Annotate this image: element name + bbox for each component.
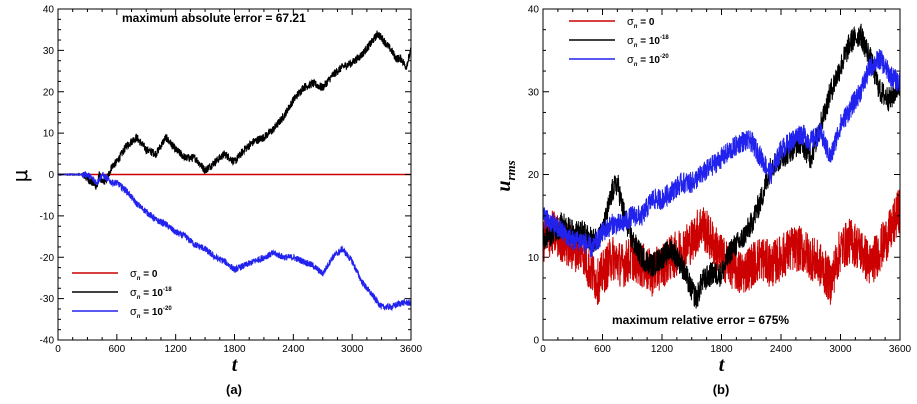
- x-tick-label: 600: [108, 344, 125, 355]
- legend-entry: σn = 0: [627, 16, 655, 30]
- legend-equals-text: = 10: [140, 307, 163, 318]
- x-tick-label: 3000: [341, 344, 364, 355]
- chart-panel-b: 0 600 1200 1800 2400 3000 3600 0 10 20 30 40 t urms ma…: [493, 5, 912, 398]
- legend-entry: σn = 10-20: [627, 54, 669, 68]
- x-tick-label: 1800: [710, 344, 733, 355]
- series-line-1: [543, 189, 900, 305]
- x-tick-label: 1200: [165, 344, 188, 355]
- y-tick-label: 40: [43, 5, 55, 16]
- series-line-2: [543, 23, 900, 309]
- y-tick-label: -40: [40, 336, 55, 347]
- legend-equals-text: = 0: [140, 269, 157, 280]
- y-tick-label: 10: [43, 129, 55, 140]
- legend-subscript: n: [137, 314, 141, 320]
- y-tick-label: 40: [528, 5, 540, 16]
- legend-entry: σn = 10-20: [130, 306, 172, 320]
- legend-equals-text: = 10: [140, 288, 163, 299]
- panel-caption: (b): [713, 382, 730, 397]
- x-axis-label: t: [719, 354, 726, 376]
- legend-superscript: -20: [163, 306, 172, 312]
- y-tick-label: -30: [40, 294, 55, 305]
- legend-sigma: σ: [627, 35, 634, 47]
- error-annotation: maximum absolute error = 67.21: [122, 11, 306, 25]
- series-line-2: [58, 30, 411, 190]
- y-axis-label: urms: [493, 160, 518, 191]
- chart-panel-a: 0 600 1200 1800 2400 3000 3600 -40 -30 -20 -10 0 10 2…: [8, 5, 423, 398]
- legend-subscript: n: [634, 43, 638, 49]
- legend-sigma: σ: [627, 16, 634, 28]
- x-tick-label: 1200: [651, 344, 674, 355]
- legend-equals-text: = 10: [637, 55, 660, 66]
- legend-sigma: σ: [130, 287, 137, 299]
- legend-sigma: σ: [130, 306, 137, 318]
- legend-sigma: σ: [627, 54, 634, 66]
- y-tick-label: 30: [43, 46, 55, 57]
- x-tick-label: 600: [594, 344, 611, 355]
- y-axis-label-main: u: [493, 181, 515, 192]
- legend-subscript: n: [137, 295, 141, 301]
- series-line-3: [58, 171, 411, 312]
- x-axis-label: t: [232, 354, 239, 376]
- x-tick-label: 3600: [889, 344, 912, 355]
- x-tick-label: 3000: [829, 344, 852, 355]
- legend-entry: σn = 10-18: [627, 35, 669, 49]
- x-tick-label: 0: [55, 344, 61, 355]
- legend-entry: σn = 0: [130, 268, 158, 282]
- y-axis-label-subscript: rms: [503, 160, 518, 180]
- panel-caption: (a): [226, 382, 242, 397]
- y-tick-label: -20: [40, 253, 55, 264]
- x-tick-label: 2400: [770, 344, 793, 355]
- y-tick-label: 0: [48, 170, 54, 181]
- y-axis-label: μ: [8, 169, 32, 182]
- series-line-3: [543, 49, 900, 258]
- y-tick-label: 0: [533, 336, 539, 347]
- x-tick-label: 1800: [223, 344, 246, 355]
- legend-superscript: -18: [163, 287, 172, 293]
- y-tick-label: 30: [528, 87, 540, 98]
- y-tick-label: -10: [40, 211, 55, 222]
- legend-sigma: σ: [130, 268, 137, 280]
- legend-equals-text: = 10: [637, 36, 660, 47]
- y-tick-label: 20: [528, 170, 540, 181]
- x-tick-label: 3600: [400, 344, 423, 355]
- legend-equals-text: = 0: [637, 17, 654, 28]
- legend-subscript: n: [634, 62, 638, 68]
- legend-entry: σn = 10-18: [130, 287, 172, 301]
- legend-subscript: n: [634, 24, 638, 30]
- x-tick-label: 0: [540, 344, 546, 355]
- x-tick-label: 2400: [282, 344, 305, 355]
- y-tick-label: 10: [528, 253, 540, 264]
- y-axis-label-main: μ: [8, 169, 32, 182]
- legend-superscript: -18: [660, 35, 669, 41]
- legend-superscript: -20: [660, 54, 669, 60]
- y-tick-label: 20: [43, 87, 55, 98]
- error-annotation: maximum relative error = 675%: [612, 313, 789, 327]
- legend-subscript: n: [137, 276, 141, 282]
